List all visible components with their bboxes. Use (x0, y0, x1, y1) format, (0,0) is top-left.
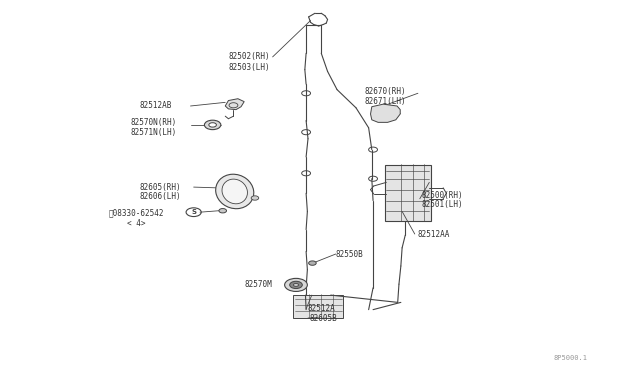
Text: 82605(RH): 82605(RH) (140, 183, 182, 192)
Text: 82670(RH): 82670(RH) (364, 87, 406, 96)
Circle shape (308, 261, 316, 265)
Circle shape (290, 281, 302, 289)
Text: Ⓝ08330-62542: Ⓝ08330-62542 (108, 209, 164, 218)
Text: 82605B: 82605B (309, 314, 337, 323)
Text: 82606(LH): 82606(LH) (140, 192, 182, 201)
Ellipse shape (216, 174, 254, 209)
Text: 82571N(LH): 82571N(LH) (131, 128, 177, 137)
Circle shape (204, 120, 221, 129)
Polygon shape (371, 104, 400, 122)
Circle shape (219, 209, 227, 213)
Polygon shape (225, 99, 244, 110)
Text: 82570N(RH): 82570N(RH) (131, 118, 177, 127)
Text: 82500(RH): 82500(RH) (421, 190, 463, 200)
Text: S: S (191, 209, 196, 215)
Text: 82550B: 82550B (336, 250, 364, 259)
Text: 8P5000.1: 8P5000.1 (554, 355, 588, 360)
Text: 82570M: 82570M (244, 280, 272, 289)
Text: < 4>: < 4> (127, 219, 146, 228)
Text: 82503(LH): 82503(LH) (228, 63, 270, 72)
Text: 82671(LH): 82671(LH) (364, 97, 406, 106)
FancyBboxPatch shape (385, 165, 431, 221)
FancyBboxPatch shape (294, 295, 344, 318)
Text: 82512AB: 82512AB (140, 102, 172, 110)
Text: 82512A: 82512A (307, 304, 335, 314)
Circle shape (294, 283, 298, 286)
Ellipse shape (222, 179, 248, 204)
Circle shape (251, 196, 259, 200)
Text: 82512AA: 82512AA (418, 230, 451, 238)
Circle shape (285, 278, 307, 292)
Text: 82502(RH): 82502(RH) (228, 52, 270, 61)
Text: 82501(LH): 82501(LH) (421, 201, 463, 209)
Circle shape (209, 123, 216, 127)
